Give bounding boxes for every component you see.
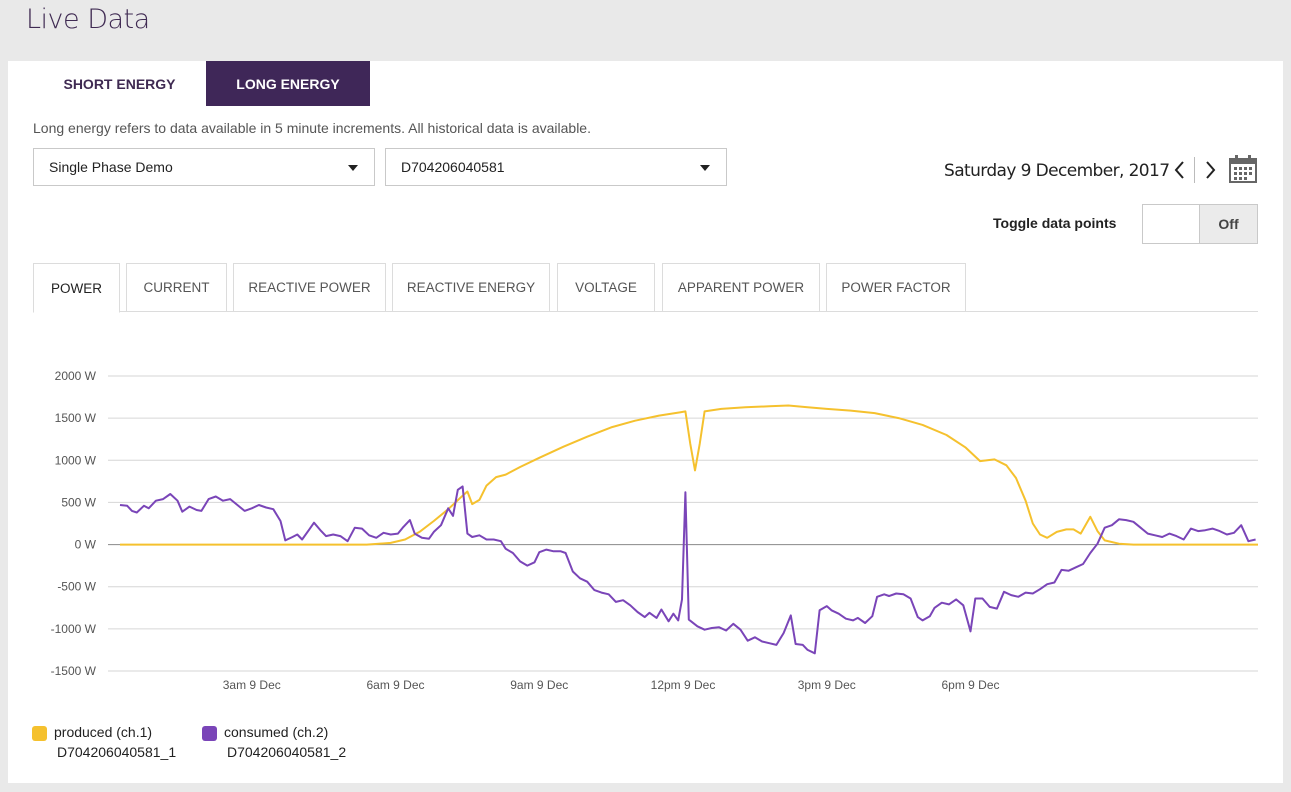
x-tick-label: 9am 9 Dec (510, 678, 568, 692)
y-tick-label: 1500 W (55, 411, 97, 425)
tab-voltage[interactable]: VOLTAGE (557, 263, 655, 312)
x-tick-label: 3pm 9 Dec (798, 678, 856, 692)
prev-day-button[interactable] (1170, 157, 1190, 183)
chevron-left-icon (1174, 161, 1184, 179)
y-tick-label: 1000 W (55, 453, 97, 467)
tab-reactive-energy[interactable]: REACTIVE ENERGY (392, 263, 550, 312)
y-tick-label: 2000 W (55, 369, 97, 383)
series-line-consumed (119, 485, 1256, 655)
x-tick-label: 6pm 9 Dec (941, 678, 999, 692)
toggle-data-points-label: Toggle data points (993, 215, 1117, 231)
legend-id-produced: D704206040581_1 (57, 744, 177, 760)
x-tick-label: 3am 9 Dec (223, 678, 281, 692)
legend-swatch-consumed (202, 726, 217, 741)
tab-reactive-power[interactable]: REACTIVE POWER (233, 263, 386, 312)
chevron-right-icon (1206, 161, 1216, 179)
power-chart: 2000 W 1500 W 1000 W 500 W 0 W -500 W -1000 W -… (51, 369, 1258, 692)
tab-power[interactable]: POWER (33, 263, 120, 313)
device-select[interactable]: D704206040581 (385, 148, 727, 186)
series-line-produced (120, 404, 1258, 546)
x-tick-label: 6am 9 Dec (366, 678, 424, 692)
next-day-button[interactable] (1200, 157, 1220, 183)
tab-short-energy[interactable]: SHORT ENERGY (63, 75, 176, 92)
tab-power-factor[interactable]: POWER FACTOR (826, 263, 966, 312)
legend-label-produced: produced (ch.1) (54, 724, 153, 740)
site-select-value: Single Phase Demo (49, 159, 173, 175)
site-select[interactable]: Single Phase Demo (33, 148, 375, 186)
device-select-value: D704206040581 (401, 159, 505, 175)
legend-label-consumed: consumed (ch.2) (224, 724, 329, 740)
page-title: Live Data (26, 4, 150, 35)
legend-swatch-produced (32, 726, 47, 741)
y-tick-label: -1000 W (51, 622, 97, 636)
legend-id-consumed: D704206040581_2 (227, 744, 347, 760)
current-date: Saturday 9 December, 2017 (944, 161, 1170, 181)
tab-current[interactable]: CURRENT (126, 263, 227, 312)
calendar-icon (1229, 155, 1257, 183)
toggle-state: Off (1199, 205, 1257, 243)
nav-divider (1194, 157, 1195, 183)
long-energy-description: Long energy refers to data available in … (33, 120, 591, 136)
y-tick-label: 500 W (61, 495, 96, 509)
y-tick-label: -1500 W (51, 664, 97, 678)
caret-down-icon (700, 165, 710, 171)
y-tick-label: -500 W (57, 580, 96, 594)
x-tick-label: 12pm 9 Dec (651, 678, 716, 692)
tab-long-energy[interactable]: LONG ENERGY (206, 61, 370, 106)
y-tick-label: 0 W (75, 538, 97, 552)
toggle-data-points-switch[interactable]: Off (1142, 204, 1258, 244)
tab-apparent-power[interactable]: APPARENT POWER (662, 263, 820, 312)
calendar-button[interactable] (1228, 154, 1258, 184)
caret-down-icon (348, 165, 358, 171)
content-card: SHORT ENERGY LONG ENERGY Long energy ref… (8, 61, 1283, 783)
